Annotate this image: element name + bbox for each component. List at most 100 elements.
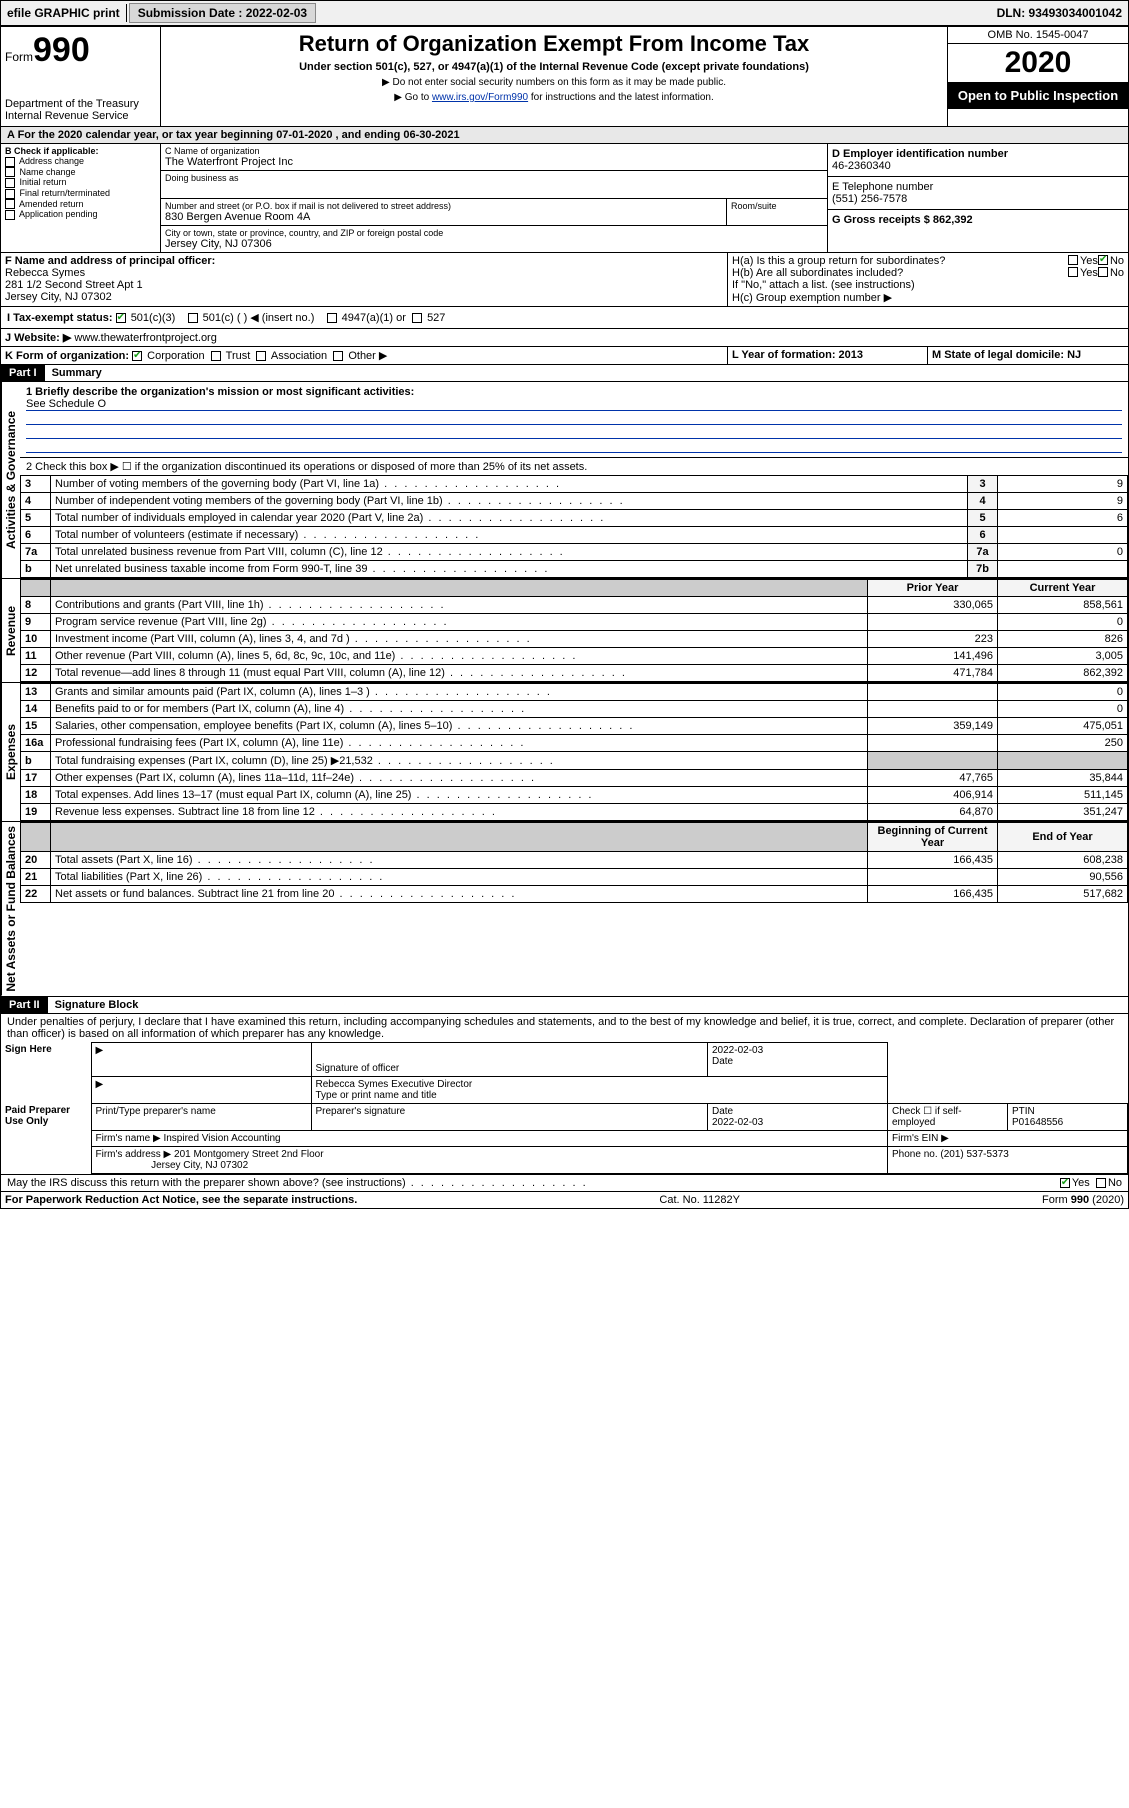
corp-check[interactable] (132, 351, 142, 361)
f-label: F Name and address of principal officer: (5, 255, 723, 267)
footer: For Paperwork Reduction Act Notice, see … (1, 1191, 1128, 1208)
table-row: 16aProfessional fundraising fees (Part I… (21, 735, 1128, 752)
part2-title: Signature Block (51, 997, 143, 1013)
firm-addr1: 201 Montgomery Street 2nd Floor (174, 1149, 324, 1160)
table-row: 17Other expenses (Part IX, column (A), l… (21, 770, 1128, 787)
501c3-check[interactable] (116, 313, 126, 323)
irs-link[interactable]: www.irs.gov/Form990 (432, 92, 528, 103)
info-block: B Check if applicable: Address change Na… (1, 144, 1128, 253)
city-label: City or town, state or province, country… (165, 228, 823, 238)
vlabel-governance: Activities & Governance (1, 382, 20, 578)
form-number: 990 (33, 31, 90, 69)
vlabel-net: Net Assets or Fund Balances (1, 822, 20, 996)
expenses-table: 13Grants and similar amounts paid (Part … (20, 683, 1128, 821)
discuss-no-check[interactable] (1096, 1178, 1106, 1188)
self-emp-check[interactable]: Check ☐ if self-employed (888, 1103, 1008, 1130)
ptin-val: P01648556 (1012, 1117, 1063, 1128)
prep-name-h: Print/Type preparer's name (91, 1103, 311, 1130)
governance-table: 3Number of voting members of the governi… (20, 475, 1128, 578)
discuss-yes-check[interactable] (1060, 1178, 1070, 1188)
table-row: 14Benefits paid to or for members (Part … (21, 701, 1128, 718)
gross-receipts: G Gross receipts $ 862,392 (832, 214, 973, 226)
irs-label: Internal Revenue Service (5, 110, 156, 122)
addr-label: Number and street (or P.O. box if mail i… (165, 201, 722, 211)
box-h: H(a) Is this a group return for subordin… (728, 253, 1128, 306)
boxb-check[interactable] (5, 167, 15, 177)
table-row: 10Investment income (Part VIII, column (… (21, 631, 1128, 648)
net-table: Beginning of Current YearEnd of Year20To… (20, 822, 1128, 903)
ha-no-check[interactable] (1098, 255, 1108, 265)
tax-year: 2020 (948, 44, 1128, 82)
discuss-row: May the IRS discuss this return with the… (1, 1174, 1128, 1191)
hb-no-check[interactable] (1098, 267, 1108, 277)
527-check[interactable] (412, 313, 422, 323)
ha-yes-check[interactable] (1068, 255, 1078, 265)
form-word: Form (5, 50, 33, 64)
prep-date: 2022-02-03 (712, 1117, 763, 1128)
dept-treasury: Department of the Treasury (5, 98, 156, 110)
part1-hdr: Part I (1, 365, 45, 381)
boxb-check[interactable] (5, 157, 15, 167)
dba-label: Doing business as (165, 173, 823, 183)
form-990: Form990 Department of the Treasury Inter… (0, 26, 1129, 1209)
501c-label: 501(c) ( ) ◀ (insert no.) (203, 312, 315, 324)
line1-label: 1 Briefly describe the organization's mi… (26, 386, 1122, 398)
boxb-check[interactable] (5, 178, 15, 188)
501c3-label: 501(c)(3) (131, 312, 176, 324)
submission-date-btn[interactable]: Submission Date : 2022-02-03 (129, 3, 316, 23)
boxb-check[interactable] (5, 210, 15, 220)
form-header: Form990 Department of the Treasury Inter… (1, 27, 1128, 127)
klm-row: K Form of organization: Corporation Trus… (1, 347, 1128, 365)
trust-check[interactable] (211, 351, 221, 361)
m-label: M State of legal domicile: NJ (932, 349, 1081, 361)
footer-left: For Paperwork Reduction Act Notice, see … (5, 1194, 357, 1206)
j-label: J Website: ▶ (5, 332, 71, 344)
527-label: 527 (427, 312, 445, 324)
501c-check[interactable] (188, 313, 198, 323)
firm-addr2: Jersey City, NJ 07302 (151, 1160, 248, 1171)
box-b: B Check if applicable: Address change Na… (1, 144, 161, 252)
table-row: 8Contributions and grants (Part VIII, li… (21, 597, 1128, 614)
period-row: A For the 2020 calendar year, or tax yea… (1, 127, 1128, 144)
box-i: I Tax-exempt status: 501(c)(3) 501(c) ( … (1, 307, 1128, 329)
omb-number: OMB No. 1545-0047 (948, 27, 1128, 44)
table-row: 3Number of voting members of the governi… (21, 476, 1128, 493)
box-j: J Website: ▶ www.thewaterfrontproject.or… (1, 329, 1128, 347)
hb-yes-check[interactable] (1068, 267, 1078, 277)
boxb-item: Application pending (5, 209, 156, 220)
4947-check[interactable] (327, 313, 337, 323)
hb-label: H(b) Are all subordinates included? (732, 267, 1068, 279)
header-right: OMB No. 1545-0047 2020 Open to Public In… (948, 27, 1128, 126)
sig-date-val: 2022-02-03 (712, 1045, 883, 1056)
officer-name: Rebecca Symes (5, 267, 723, 279)
boxb-check[interactable] (5, 199, 15, 209)
boxb-check[interactable] (5, 189, 15, 199)
part2-hdr-row: Part II Signature Block (1, 997, 1128, 1014)
other-check[interactable] (333, 351, 343, 361)
part2-hdr: Part II (1, 997, 48, 1013)
discuss-label: May the IRS discuss this return with the… (7, 1177, 588, 1189)
ein-label: D Employer identification number (832, 148, 1124, 160)
assoc-check[interactable] (256, 351, 266, 361)
netassets-block: Net Assets or Fund Balances Beginning of… (1, 822, 1128, 997)
firm-name-h: Firm's name ▶ (96, 1133, 161, 1144)
line2: 2 Check this box ▶ ☐ if the organization… (20, 458, 1128, 475)
table-row: 5Total number of individuals employed in… (21, 510, 1128, 527)
table-row: bTotal fundraising expenses (Part IX, co… (21, 752, 1128, 770)
discuss-yes: Yes (1072, 1177, 1090, 1189)
table-row: 7aTotal unrelated business revenue from … (21, 544, 1128, 561)
table-row: bNet unrelated business taxable income f… (21, 561, 1128, 578)
part1-title: Summary (48, 365, 106, 381)
dln-label: DLN: 93493034001042 (991, 4, 1128, 22)
box-f: F Name and address of principal officer:… (1, 253, 728, 306)
vlabel-expenses: Expenses (1, 683, 20, 821)
efile-label[interactable]: efile GRAPHIC print (1, 4, 127, 22)
line1-val: See Schedule O (26, 398, 1122, 411)
table-row: 18Total expenses. Add lines 13–17 (must … (21, 787, 1128, 804)
signature-table: Sign Here ▶ Signature of officer 2022-02… (1, 1042, 1128, 1174)
sig-name: Rebecca Symes Executive Director (316, 1079, 884, 1090)
sig-officer-label: Signature of officer (316, 1063, 400, 1074)
revenue-table: Prior YearCurrent Year8Contributions and… (20, 579, 1128, 682)
table-row: 9Program service revenue (Part VIII, lin… (21, 614, 1128, 631)
expenses-block: Expenses 13Grants and similar amounts pa… (1, 683, 1128, 822)
